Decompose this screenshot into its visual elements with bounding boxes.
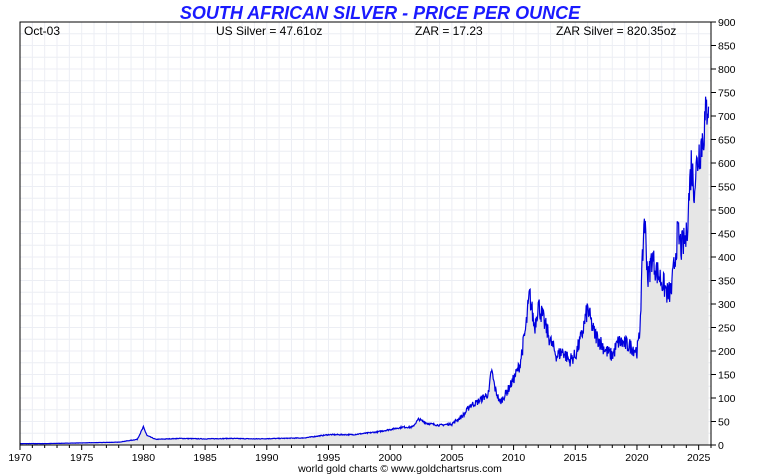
y-tick-label: 550	[718, 182, 736, 194]
y-tick-label: 600	[718, 158, 736, 170]
y-axis: 0 50 100 150 200 250 300 350 400 450 500 550 600 650 7…	[711, 17, 736, 452]
y-tick-label: 400	[718, 252, 736, 264]
y-tick-label: 300	[718, 299, 736, 311]
date-label: Oct-03	[24, 24, 60, 38]
x-axis: 1970 1975 1980 1985 1990 1995 2000 2005 2010 2015…	[8, 445, 712, 464]
x-tick-label: 2025	[687, 452, 711, 464]
x-tick-label: 2020	[625, 452, 649, 464]
footer-credit: world gold charts © www.goldchartsrus.co…	[297, 463, 502, 475]
y-tick-label: 800	[718, 64, 736, 76]
y-tick-label: 650	[718, 135, 736, 147]
y-tick-label: 0	[718, 440, 724, 452]
x-tick-label: 1990	[255, 452, 279, 464]
x-tick-label: 1995	[317, 452, 341, 464]
y-tick-label: 100	[718, 393, 736, 405]
y-tick-label: 350	[718, 276, 736, 288]
zar-label: ZAR = 17.23	[415, 24, 483, 38]
y-tick-label: 450	[718, 229, 736, 241]
y-tick-label: 250	[718, 323, 736, 335]
price-line	[19, 96, 710, 445]
y-tick-label: 700	[718, 111, 736, 123]
x-tick-label: 2005	[440, 452, 464, 464]
chart-title: SOUTH AFRICAN SILVER - PRICE PER OUNCE	[180, 3, 581, 23]
y-tick-label: 200	[718, 346, 736, 358]
us-silver-label: US Silver = 47.61oz	[216, 24, 322, 38]
price-area-fill	[20, 96, 709, 446]
y-tick-label: 750	[718, 88, 736, 100]
x-tick-label: 1970	[8, 452, 32, 464]
zar-silver-label: ZAR Silver = 820.35oz	[556, 24, 676, 38]
y-tick-label: 150	[718, 370, 736, 382]
x-tick-label: 1980	[132, 452, 156, 464]
x-tick-label: 1975	[70, 452, 94, 464]
x-tick-label: 2010	[502, 452, 526, 464]
y-tick-label: 850	[718, 41, 736, 53]
x-tick-label: 1985	[193, 452, 217, 464]
x-tick-label: 2015	[564, 452, 588, 464]
grid-lines	[19, 21, 712, 446]
y-tick-label: 500	[718, 205, 736, 217]
y-tick-label: 50	[718, 417, 730, 429]
y-tick-label: 900	[718, 17, 736, 29]
x-tick-label: 2000	[378, 452, 402, 464]
